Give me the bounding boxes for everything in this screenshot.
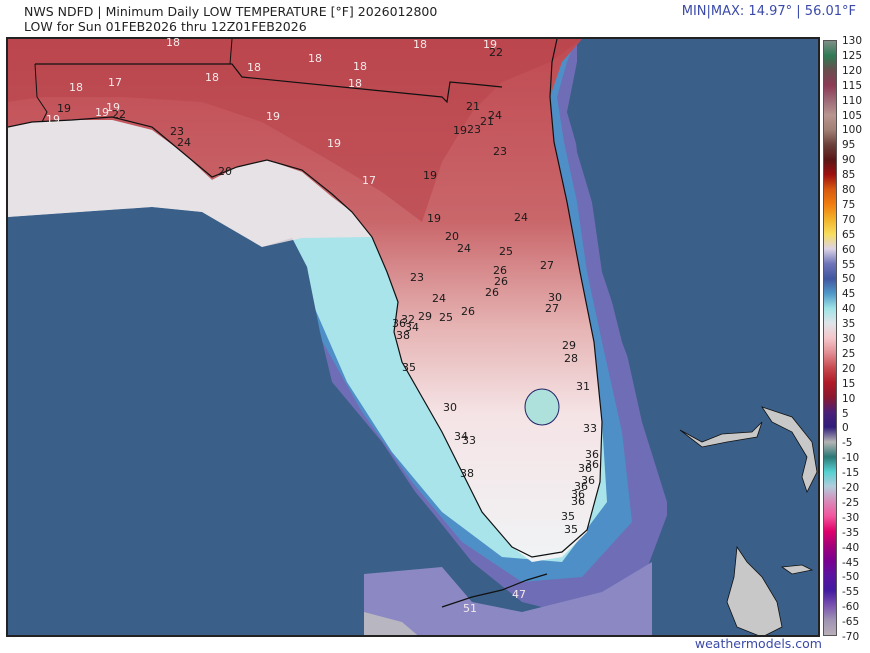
color-scale-tick: 105 xyxy=(842,109,863,122)
new-providence xyxy=(780,564,814,575)
color-scale-tick: 125 xyxy=(842,49,863,62)
color-scale-tick: 60 xyxy=(842,243,856,256)
color-scale-tick: -25 xyxy=(842,496,860,509)
color-scale-tick: -20 xyxy=(842,482,860,494)
credit-link[interactable]: weathermodels.com xyxy=(694,636,822,651)
florida-keys xyxy=(441,573,548,608)
color-scale-tick: -45 xyxy=(842,556,860,569)
color-scale-tick: 55 xyxy=(842,258,856,271)
color-scale-tick: -60 xyxy=(842,601,860,614)
color-scale-tick: 90 xyxy=(842,154,856,167)
color-scale-tick: 40 xyxy=(842,303,856,316)
abaco-island xyxy=(761,406,818,494)
color-scale-tick: -10 xyxy=(842,452,860,465)
color-scale-tick: 25 xyxy=(842,347,856,360)
map-subtitle: LOW for Sun 01FEB2026 thru 12Z01FEB2026 xyxy=(24,19,307,34)
color-scale-tick: 45 xyxy=(842,288,856,301)
color-scale-tick: -5 xyxy=(842,437,853,450)
color-scale-tick: 120 xyxy=(842,64,863,77)
lake-okeechobee xyxy=(524,388,560,426)
map-shapes xyxy=(8,39,818,635)
color-scale-tick: 80 xyxy=(842,184,856,196)
color-scale-tick: 130 xyxy=(842,35,863,47)
color-scale-tick: -40 xyxy=(842,541,860,554)
color-scale-tick: -55 xyxy=(842,586,860,599)
coastline xyxy=(8,39,603,558)
color-scale-tick: 110 xyxy=(842,94,863,107)
color-scale-tick: 15 xyxy=(842,377,856,390)
color-scale-tick: -30 xyxy=(842,511,860,524)
state-border-ga-al-fl xyxy=(35,63,503,104)
gulf-open-water xyxy=(8,207,442,635)
andros-island xyxy=(726,545,783,635)
map-title: NWS NDFD | Minimum Daily LOW TEMPERATURE… xyxy=(24,4,438,19)
color-scale-tick: -50 xyxy=(842,571,860,584)
color-scale-ticks: 130 125 120 115 110 105 100 95 90 85 80 75 70 65 60 55 5… xyxy=(840,34,870,644)
color-scale-tick: 85 xyxy=(842,169,856,182)
color-scale-tick: -15 xyxy=(842,467,860,480)
color-scale-tick: 70 xyxy=(842,213,856,226)
color-scale-tick: 50 xyxy=(842,273,856,286)
color-scale-tick: 5 xyxy=(842,407,849,420)
cold-core-north xyxy=(8,39,582,222)
coastal-fringe xyxy=(8,120,372,247)
color-scale-tick: -65 xyxy=(842,616,860,629)
state-border-al-ga xyxy=(229,39,233,65)
color-scale-tick: 95 xyxy=(842,139,856,152)
color-scale-bar xyxy=(823,40,837,636)
color-scale-tick: -70 xyxy=(842,631,860,643)
temperature-map xyxy=(6,37,820,637)
atlantic-open-water xyxy=(572,39,818,635)
color-scale-tick: -35 xyxy=(842,526,860,539)
keys-water xyxy=(364,562,652,635)
grand-bahama xyxy=(679,421,763,448)
color-scale-tick: 30 xyxy=(842,333,856,345)
color-scale-tick: 0 xyxy=(842,422,849,435)
color-scale-tick: 100 xyxy=(842,124,863,137)
color-scale-tick: 20 xyxy=(842,362,856,375)
color-scale-tick: 65 xyxy=(842,228,856,241)
color-scale-tick: 75 xyxy=(842,198,856,211)
southwest-gray xyxy=(364,612,418,635)
color-scale-tick: 35 xyxy=(842,318,856,331)
florida-land xyxy=(8,39,602,562)
color-scale-tick: 10 xyxy=(842,392,856,405)
state-border-ms-al xyxy=(34,63,48,123)
color-scale-tick: 115 xyxy=(842,79,863,92)
min-max-readout: MIN|MAX: 14.97° | 56.01°F xyxy=(681,4,856,19)
